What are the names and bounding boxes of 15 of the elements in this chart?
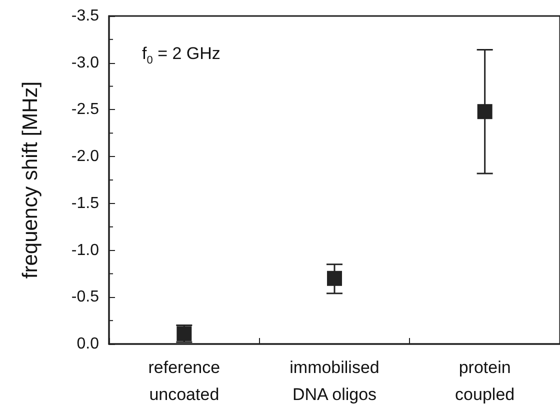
x-tick-label: immobilised DNA oligos [290,358,380,404]
y-tick-label: -3.0 [71,54,100,72]
y-tick-label: -3.5 [71,8,100,24]
annotation: f$_{0}$ = 2 GHz [142,44,220,66]
x-tick-label: protein coupled [455,358,515,404]
point [327,270,342,286]
y-tick-label: -1.5 [71,194,100,212]
y-tick-label: 0.0 [76,336,100,352]
y-tick-label: -0.5 [71,288,100,306]
point [477,104,492,120]
x-tick-label: reference uncoated [148,358,220,404]
y-tick-label: -2.0 [71,148,100,166]
y-axis-title: frequency shift [MHz] [19,81,42,279]
y-tick-label: -1.0 [71,242,100,259]
y-tick-label: -2.5 [71,101,100,118]
